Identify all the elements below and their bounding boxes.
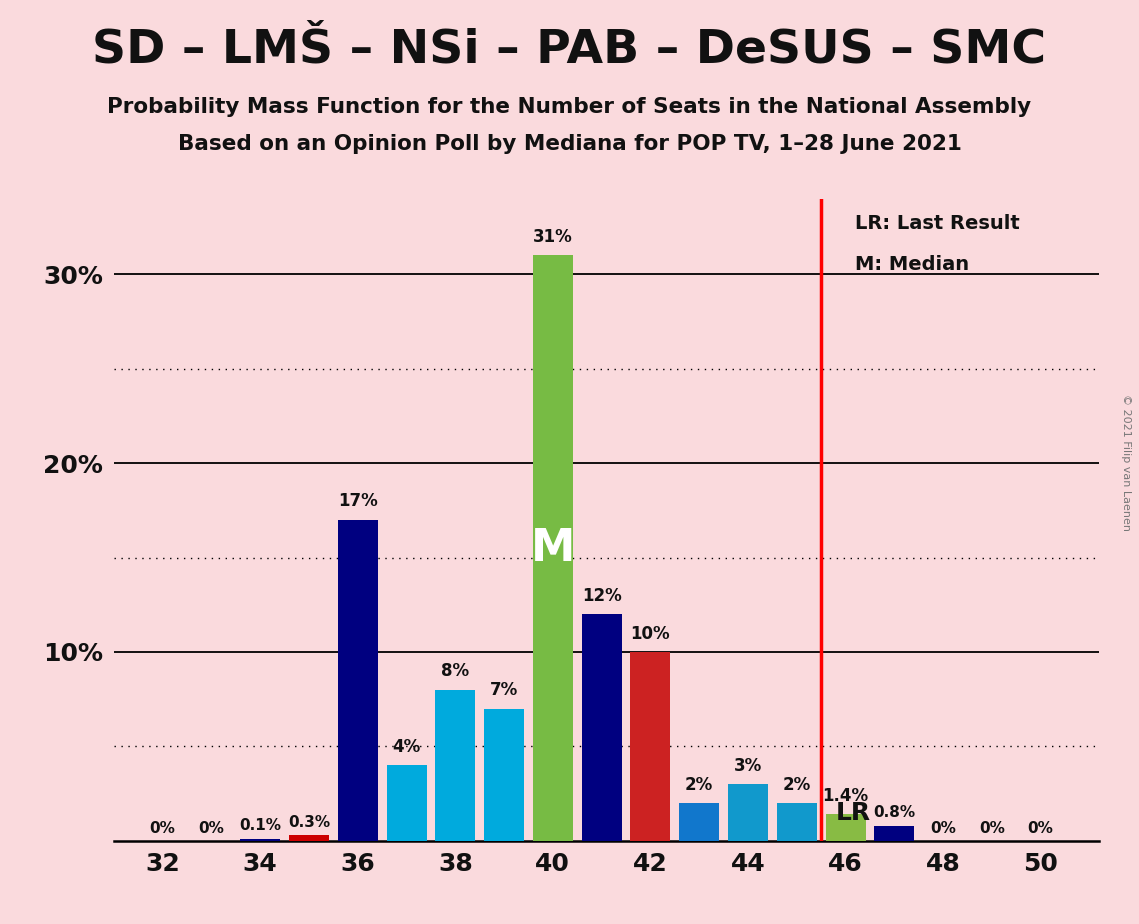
- Text: 4%: 4%: [393, 738, 420, 756]
- Text: 0%: 0%: [978, 821, 1005, 836]
- Bar: [826, 814, 866, 841]
- Bar: [582, 614, 622, 841]
- Bar: [338, 519, 378, 841]
- Text: 8%: 8%: [441, 663, 469, 680]
- Text: 1.4%: 1.4%: [822, 787, 869, 805]
- Bar: [484, 709, 524, 841]
- Text: 31%: 31%: [533, 228, 573, 246]
- Bar: [679, 803, 719, 841]
- Bar: [728, 784, 768, 841]
- Text: 0%: 0%: [1027, 821, 1054, 836]
- Text: 2%: 2%: [782, 775, 811, 794]
- Text: Probability Mass Function for the Number of Seats in the National Assembly: Probability Mass Function for the Number…: [107, 97, 1032, 117]
- Text: 3%: 3%: [734, 757, 762, 774]
- Bar: [630, 652, 671, 841]
- Text: M: Median: M: Median: [855, 255, 969, 274]
- Bar: [435, 689, 475, 841]
- Text: 0%: 0%: [198, 821, 224, 836]
- Bar: [240, 839, 280, 841]
- Bar: [289, 835, 329, 841]
- Text: 17%: 17%: [338, 492, 378, 510]
- Text: 2%: 2%: [685, 775, 713, 794]
- Text: 0.8%: 0.8%: [874, 805, 916, 821]
- Text: 7%: 7%: [490, 681, 518, 699]
- Text: M: M: [531, 527, 575, 569]
- Text: 0%: 0%: [149, 821, 175, 836]
- Text: © 2021 Filip van Laenen: © 2021 Filip van Laenen: [1121, 394, 1131, 530]
- Text: 12%: 12%: [582, 587, 622, 604]
- Bar: [533, 255, 573, 841]
- Bar: [386, 765, 426, 841]
- Text: 0.3%: 0.3%: [288, 815, 330, 830]
- Bar: [777, 803, 817, 841]
- Text: 0%: 0%: [931, 821, 956, 836]
- Text: 0.1%: 0.1%: [239, 819, 281, 833]
- Text: SD – LMŠ – NSi – PAB – DeSUS – SMC: SD – LMŠ – NSi – PAB – DeSUS – SMC: [92, 28, 1047, 73]
- Text: 10%: 10%: [631, 625, 670, 642]
- Text: Based on an Opinion Poll by Mediana for POP TV, 1–28 June 2021: Based on an Opinion Poll by Mediana for …: [178, 134, 961, 154]
- Text: LR: LR: [836, 800, 871, 824]
- Bar: [875, 826, 915, 841]
- Text: LR: Last Result: LR: Last Result: [855, 213, 1021, 233]
